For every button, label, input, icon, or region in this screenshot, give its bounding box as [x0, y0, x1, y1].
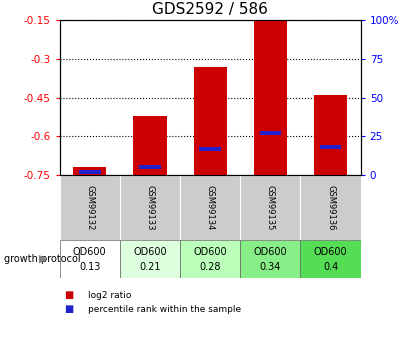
Text: OD600: OD600: [193, 247, 227, 257]
Bar: [193, 67, 227, 175]
Text: 0.34: 0.34: [260, 262, 281, 272]
Bar: [254, 20, 287, 175]
Text: growth protocol: growth protocol: [4, 254, 81, 264]
Text: 0.13: 0.13: [79, 262, 100, 272]
Bar: [120, 240, 180, 278]
Bar: [120, 175, 180, 240]
Bar: [60, 240, 120, 278]
Bar: [240, 175, 301, 240]
Text: ■: ■: [64, 290, 73, 300]
Text: log2 ratio: log2 ratio: [88, 291, 131, 300]
Text: OD600: OD600: [73, 247, 106, 257]
Text: OD600: OD600: [314, 247, 347, 257]
Text: 0.28: 0.28: [199, 262, 221, 272]
Title: GDS2592 / 586: GDS2592 / 586: [152, 2, 268, 18]
Bar: [240, 240, 301, 278]
Bar: [79, 170, 100, 174]
Text: OD600: OD600: [253, 247, 287, 257]
Text: GSM99134: GSM99134: [206, 185, 215, 230]
Bar: [180, 240, 240, 278]
Bar: [199, 147, 221, 151]
Bar: [139, 165, 161, 169]
Text: ▶: ▶: [39, 254, 48, 264]
Text: 0.4: 0.4: [323, 262, 338, 272]
Bar: [301, 175, 361, 240]
Text: OD600: OD600: [133, 247, 167, 257]
Bar: [73, 167, 106, 175]
Text: GSM99136: GSM99136: [326, 185, 335, 230]
Bar: [60, 175, 120, 240]
Bar: [260, 131, 281, 135]
Text: ■: ■: [64, 304, 73, 314]
Text: 0.21: 0.21: [139, 262, 161, 272]
Text: GSM99132: GSM99132: [85, 185, 94, 230]
Bar: [320, 145, 341, 149]
Bar: [180, 175, 240, 240]
Text: GSM99135: GSM99135: [266, 185, 275, 230]
Bar: [133, 116, 166, 175]
Bar: [314, 95, 347, 175]
Text: percentile rank within the sample: percentile rank within the sample: [88, 305, 241, 314]
Text: GSM99133: GSM99133: [145, 185, 154, 230]
Bar: [301, 240, 361, 278]
